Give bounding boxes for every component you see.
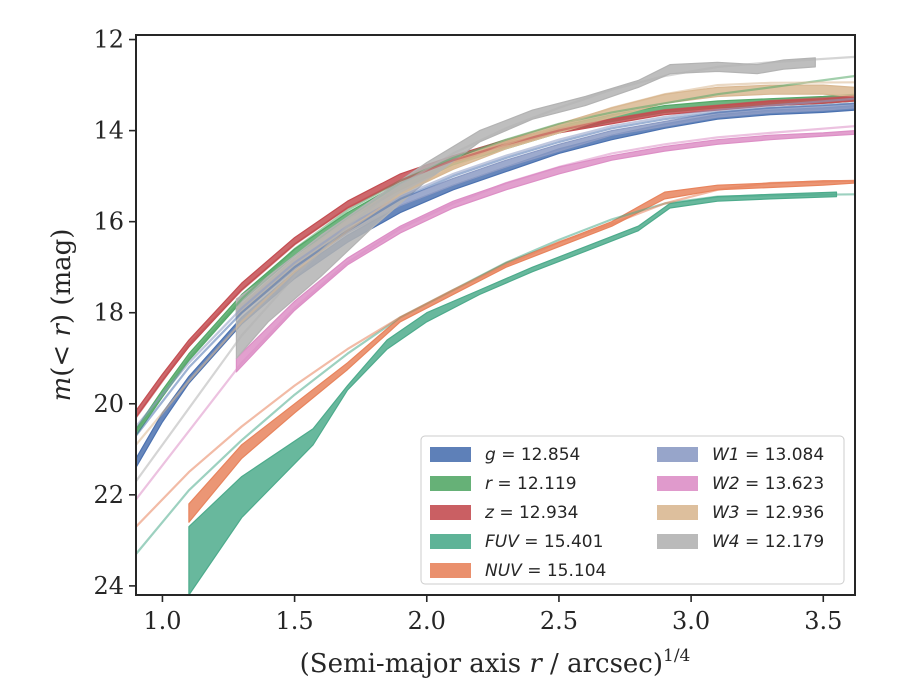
x-tick-label: 3.5 bbox=[804, 607, 842, 635]
x-tick-label: 1.0 bbox=[143, 607, 181, 635]
x-axis-ticks: 1.0 1.5 2.0 2.5 3.0 3.5 bbox=[143, 595, 842, 635]
fit-line-z bbox=[136, 95, 855, 419]
legend-box bbox=[420, 435, 845, 585]
legend-swatch-w4 bbox=[657, 534, 698, 549]
y-tick-label: 12 bbox=[93, 26, 124, 54]
band-w1 bbox=[235, 102, 855, 318]
x-tick-label: 3.0 bbox=[672, 607, 710, 635]
fit-line-w1 bbox=[136, 97, 855, 428]
x-axis-label: (Semi-major axis r / arcsec)1/4 bbox=[300, 646, 691, 679]
legend-entry-z: z = 12.934 bbox=[484, 503, 578, 523]
legend-swatch-z bbox=[430, 505, 471, 520]
legend: g = 12.854 r = 12.119 z = 12.934 FUV = 15.4… bbox=[420, 435, 845, 585]
legend-swatch-r bbox=[430, 476, 471, 491]
x-tick-label: 2.0 bbox=[408, 607, 446, 635]
legend-entry-w2: W2 = 13.623 bbox=[712, 474, 824, 494]
legend-entry-w1: W1 = 13.084 bbox=[712, 445, 824, 465]
fit-line-nuv bbox=[136, 179, 855, 528]
y-tick-label: 18 bbox=[93, 299, 124, 327]
legend-swatch-w2 bbox=[657, 476, 698, 491]
fit-line-g bbox=[136, 102, 855, 437]
series-fit-lines bbox=[136, 55, 855, 555]
y-axis-label: m(< r) (mag) bbox=[47, 229, 77, 402]
legend-swatch-w3 bbox=[657, 505, 698, 520]
y-tick-label: 14 bbox=[93, 117, 124, 145]
legend-swatch-g bbox=[430, 447, 471, 462]
fit-line-w3 bbox=[136, 81, 855, 446]
fit-line-w2 bbox=[136, 125, 855, 501]
legend-entry-r: r = 12.119 bbox=[485, 474, 577, 494]
x-tick-label: 2.5 bbox=[540, 607, 578, 635]
fit-line-r bbox=[136, 74, 855, 432]
y-tick-label: 16 bbox=[93, 208, 124, 236]
legend-entry-g: g = 12.854 bbox=[485, 445, 580, 465]
legend-entry-w4: W4 = 12.179 bbox=[712, 532, 824, 552]
legend-entry-fuv: FUV = 15.401 bbox=[485, 532, 603, 552]
legend-swatch-nuv bbox=[430, 563, 471, 578]
band-w3 bbox=[235, 84, 855, 318]
legend-swatch-fuv bbox=[430, 534, 471, 549]
legend-entry-w3: W3 = 12.936 bbox=[712, 503, 824, 523]
plot-frame bbox=[135, 34, 856, 596]
fit-line-w4 bbox=[136, 55, 855, 482]
band-w2 bbox=[235, 130, 855, 373]
band-fuv bbox=[188, 191, 838, 595]
y-tick-label: 20 bbox=[93, 390, 124, 418]
legend-entry-nuv: NUV = 15.104 bbox=[485, 561, 606, 581]
y-axis-ticks: 12 14 16 18 20 22 24 bbox=[93, 26, 136, 600]
legend-swatch-w1 bbox=[657, 447, 698, 462]
y-tick-label: 22 bbox=[93, 481, 124, 509]
y-tick-label: 24 bbox=[93, 572, 124, 600]
x-tick-label: 1.5 bbox=[276, 607, 314, 635]
